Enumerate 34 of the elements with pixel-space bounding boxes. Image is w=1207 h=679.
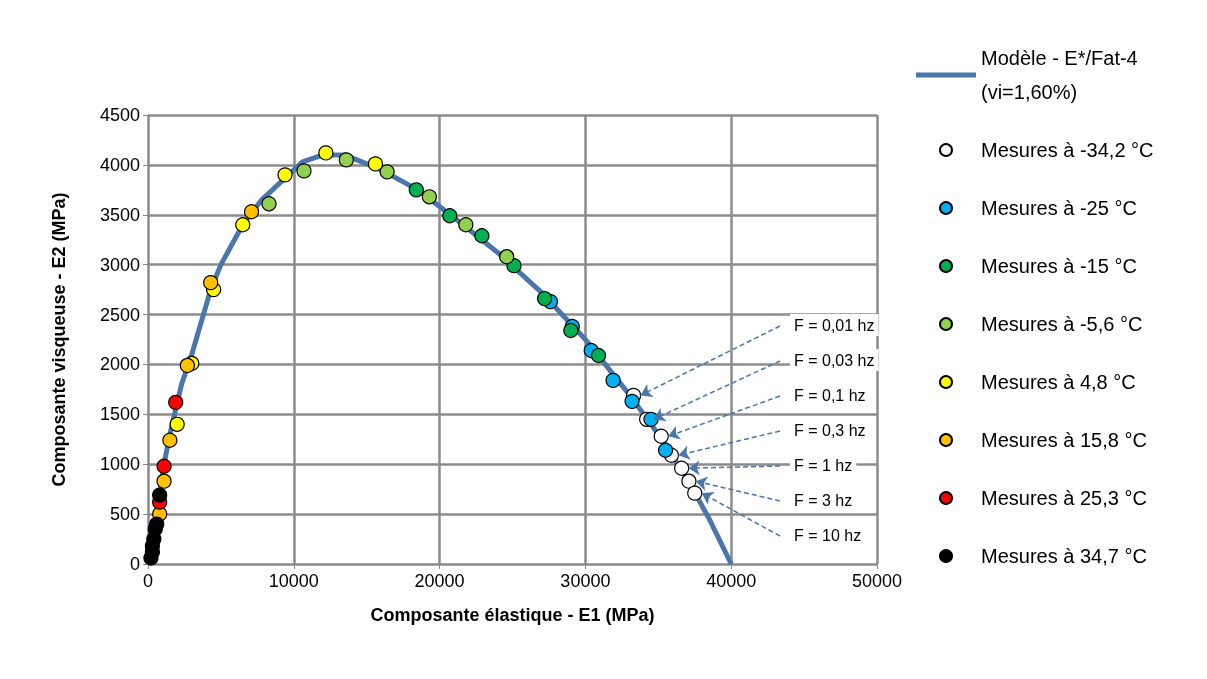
y-tick-label: 500 [109, 504, 140, 525]
annotation: F = 10 hz [794, 526, 862, 544]
annotation: F = 0,03 hz [794, 351, 875, 369]
y-tick-label: 2000 [99, 354, 140, 375]
legend-label: Mesures à 34,7 °C [981, 545, 1147, 567]
legend-label: Mesures à 15,8 °C [981, 429, 1147, 451]
legend-label: Mesures à -15 °C [981, 255, 1137, 277]
annotation: F = 0,01 hz [794, 316, 875, 334]
legend-label: Modèle - E*/Fat-4 (vi=1,60%) [981, 47, 1144, 103]
y-tick-label: 1500 [99, 404, 140, 425]
y-tick-label: 2500 [99, 304, 140, 325]
x-tick-label: 40000 [706, 571, 757, 591]
y-tick-label: 1000 [99, 454, 140, 475]
legend-label: Mesures à -34,2 °C [981, 139, 1154, 161]
legend-label: Mesures à -5,6 °C [981, 313, 1143, 335]
y-tick-label: 3000 [99, 254, 140, 275]
legend-label: Mesures à 25,3 °C [981, 487, 1147, 509]
annotation: F = 1 hz [794, 456, 853, 474]
x-tick-label: 20000 [414, 571, 465, 591]
annotation: F = 0,3 hz [794, 421, 866, 439]
y-tick-label: 4500 [99, 105, 140, 125]
y-tick-label: 4000 [99, 154, 140, 175]
x-tick-label: 30000 [560, 571, 611, 591]
legend-label: Mesures à -25 °C [981, 197, 1137, 219]
y-tick-label: 3500 [99, 204, 140, 225]
y-axis-title: Composante visqueuse - E2 (MPa) [49, 192, 69, 487]
x-tick-label: 50000 [851, 571, 903, 591]
annotation: F = 3 hz [794, 491, 853, 509]
x-tick-label: 0 [142, 571, 154, 591]
legend-label: Mesures à 4,8 °C [981, 371, 1136, 393]
annotation: F = 0,1 hz [794, 386, 866, 404]
y-tick-label: 0 [129, 554, 140, 574]
x-tick-label: 10000 [268, 571, 319, 591]
x-axis-title: Composante élastique - E1 (MPa) [370, 605, 655, 625]
